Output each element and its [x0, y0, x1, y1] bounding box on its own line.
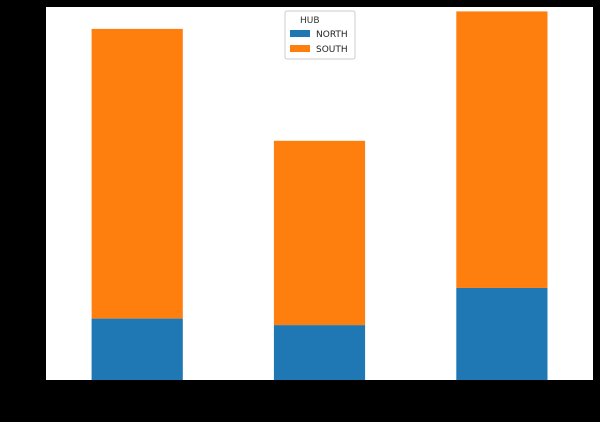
legend: HUB NORTH SOUTH [284, 10, 356, 60]
legend-swatch-south [290, 45, 310, 52]
legend-label-north: NORTH [316, 30, 348, 40]
bar-south-2 [273, 140, 366, 326]
bar-south-3 [456, 11, 548, 288]
legend-label-south: SOUTH [316, 45, 348, 55]
legend-swatch-north [290, 30, 310, 37]
bar-north-1 [91, 318, 183, 380]
bars-group [91, 11, 548, 380]
bar-north-2 [273, 325, 366, 380]
bar-south-1 [91, 28, 183, 319]
bar-north-3 [456, 287, 548, 380]
legend-title: HUB [300, 16, 320, 26]
